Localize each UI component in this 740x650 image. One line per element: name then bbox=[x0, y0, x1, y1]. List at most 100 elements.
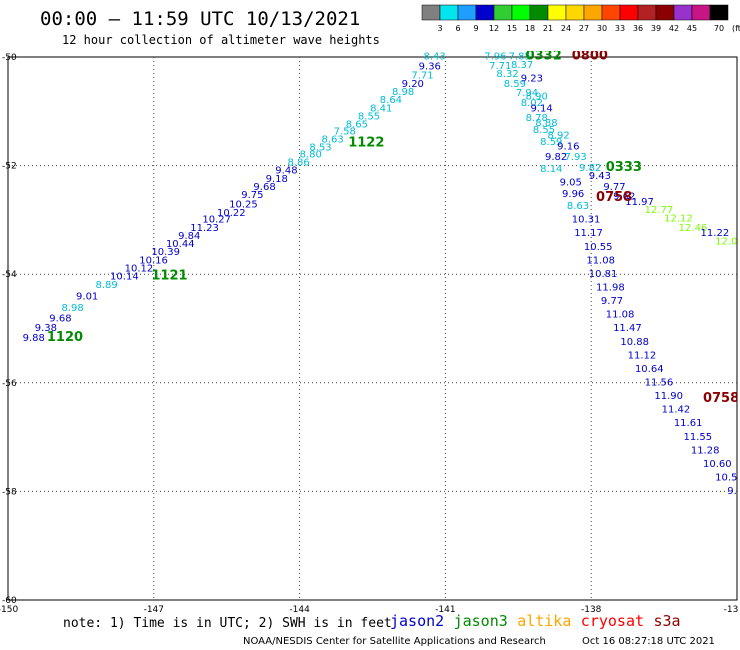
wave-height-label: 8.65 bbox=[346, 120, 368, 131]
satellite-s3a: s3a bbox=[654, 612, 681, 630]
y-tick-label: -60 bbox=[2, 596, 17, 606]
wave-height-label: 8.78 bbox=[526, 113, 548, 124]
wave-height-label: 12.46 bbox=[679, 223, 708, 234]
colorbar-swatch bbox=[709, 4, 729, 21]
time-label: 1120 bbox=[47, 330, 83, 345]
wave-height-label: 11.28 bbox=[691, 445, 720, 456]
wave-height-label: 9.77 bbox=[601, 296, 623, 307]
colorbar-swatch bbox=[601, 4, 621, 21]
wave-height-label: 10.22 bbox=[217, 208, 246, 219]
wave-height-label: 10.60 bbox=[703, 459, 732, 470]
colorbar-swatch bbox=[583, 4, 603, 21]
wave-height-label: 9.23 bbox=[521, 73, 543, 84]
colorbar-label: 24 bbox=[561, 24, 571, 33]
colorbar-label: 30 bbox=[597, 24, 607, 33]
wave-height-label: 11.08 bbox=[606, 310, 635, 321]
colorbar-swatch bbox=[655, 4, 675, 21]
x-tick-label: -13 bbox=[724, 605, 739, 615]
wave-height-label: 10.12 bbox=[125, 263, 154, 274]
colorbar-label: 9 bbox=[473, 24, 478, 33]
wave-height-label: 8.98 bbox=[392, 87, 414, 98]
wave-height-label: 7.94 bbox=[516, 88, 538, 99]
colorbar-swatch bbox=[421, 4, 441, 21]
wave-height-label: 10.31 bbox=[572, 215, 601, 226]
wave-height-label: 11.42 bbox=[662, 405, 691, 416]
wave-height-label: 10.52 bbox=[715, 473, 740, 484]
wave-height-label: 8.63 bbox=[567, 201, 589, 212]
x-tick-label: -138 bbox=[581, 605, 602, 615]
wave-height-label: 11.98 bbox=[596, 282, 625, 293]
x-tick-label: -144 bbox=[289, 605, 310, 615]
colorbar-label: 36 bbox=[633, 24, 643, 33]
plot-frame bbox=[7, 56, 738, 601]
wave-height-label: 9.48 bbox=[275, 166, 297, 177]
wave-height-label: 9.88 bbox=[23, 333, 45, 344]
wave-height-label: 12.08 bbox=[715, 236, 740, 247]
wave-height-label: 8.59 bbox=[504, 79, 526, 90]
wave-height-label: 8.88 bbox=[535, 118, 557, 129]
satellite-altika: altika bbox=[517, 612, 571, 630]
wave-height-label: 9.62 bbox=[613, 191, 635, 202]
wave-height-label: 9.43 bbox=[589, 171, 611, 182]
wave-height-label: 10.14 bbox=[110, 272, 139, 283]
time-label: 0758 bbox=[703, 391, 739, 406]
wave-height-label: 8.55 bbox=[533, 125, 555, 136]
x-tick-label: -147 bbox=[144, 605, 164, 615]
wave-height-label: 8.55 bbox=[358, 111, 380, 122]
wave-height-label: 9.36 bbox=[419, 61, 441, 72]
satellite-legend: jason2 jason3 altika cryosat s3a bbox=[390, 612, 681, 630]
satellite-jason3: jason3 bbox=[454, 612, 508, 630]
colorbar-label: 70 bbox=[714, 24, 724, 33]
wave-height-label: 9.77 bbox=[603, 182, 625, 193]
y-tick-label: -54 bbox=[2, 270, 17, 280]
wave-height-label: 9.82 bbox=[579, 163, 601, 174]
wave-height-label: 8.02 bbox=[521, 98, 543, 109]
colorbar-label: 45 bbox=[687, 24, 697, 33]
wave-height-label: 11.47 bbox=[613, 323, 642, 334]
time-label: 0758 bbox=[596, 190, 632, 205]
wave-height-label: 9.68 bbox=[49, 313, 71, 324]
satellite-cryosat: cryosat bbox=[581, 612, 644, 630]
wave-height-label: 9.16 bbox=[557, 141, 579, 152]
colorbar-label: 15 bbox=[507, 24, 517, 33]
wave-height-label: 11.23 bbox=[190, 223, 219, 234]
wave-height-label: 8.89 bbox=[95, 280, 117, 291]
wave-height-label: 8.64 bbox=[380, 95, 402, 106]
colorbar-label: 33 bbox=[615, 24, 625, 33]
y-tick-label: -58 bbox=[2, 487, 17, 497]
wave-height-label: 9.84 bbox=[178, 231, 200, 242]
colorbar-label: 42 bbox=[669, 24, 679, 33]
colorbar-swatch bbox=[493, 4, 513, 21]
credit-line: NOAA/NESDIS Center for Satellite Applica… bbox=[243, 636, 546, 647]
colorbar-swatch bbox=[475, 4, 495, 21]
x-tick-label: -150 bbox=[0, 605, 18, 615]
wave-height-label: 10.39 bbox=[151, 247, 180, 258]
time-label: 1122 bbox=[348, 136, 384, 151]
wave-height-label: 9.82 bbox=[545, 152, 567, 163]
time-label: 0800 bbox=[572, 49, 608, 64]
colorbar-swatch bbox=[511, 4, 531, 21]
wave-height-label: 7.85 bbox=[509, 52, 531, 63]
wave-height-label: 9.75 bbox=[241, 190, 263, 201]
colorbar-label: 12 bbox=[489, 24, 499, 33]
wave-height-label: 11.12 bbox=[628, 350, 657, 361]
wave-height-label: 8.14 bbox=[540, 164, 562, 175]
wave-height-label: 9.01 bbox=[76, 292, 98, 303]
subtitle: 12 hour collection of altimeter wave hei… bbox=[62, 33, 380, 47]
colorbar-unit: (ft) bbox=[732, 24, 740, 33]
time-label: 1121 bbox=[151, 269, 187, 284]
colorbar-label: 39 bbox=[651, 24, 661, 33]
wave-height-label: 8.59 bbox=[540, 137, 562, 148]
wave-height-label: 7.71 bbox=[411, 71, 433, 82]
data-marks: 9.889.389.688.989.018.8910.1410.1210.161… bbox=[23, 49, 740, 497]
wave-height-label: 10.16 bbox=[139, 255, 168, 266]
y-tick-label: -52 bbox=[2, 162, 17, 172]
wave-height-label: 8.43 bbox=[424, 52, 446, 63]
wave-height-label: 12.12 bbox=[664, 214, 693, 225]
wave-height-label: 11.56 bbox=[645, 378, 674, 389]
wave-height-label: 8.80 bbox=[300, 149, 322, 160]
colorbar-label: 3 bbox=[437, 24, 442, 33]
y-tick-label: -56 bbox=[2, 379, 17, 389]
wave-height-label: 8.86 bbox=[287, 158, 309, 169]
